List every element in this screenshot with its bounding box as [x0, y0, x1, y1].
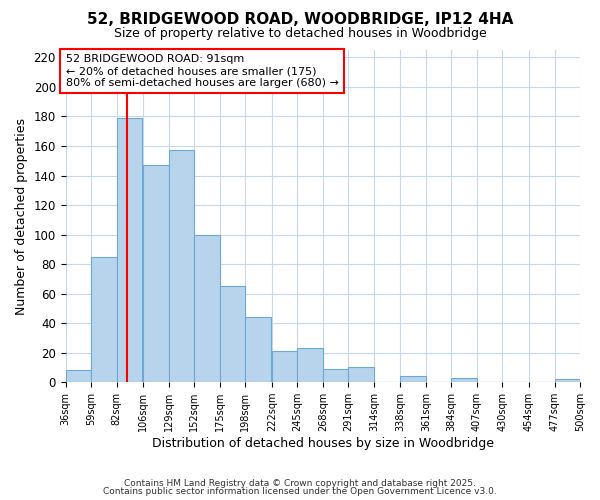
Text: Size of property relative to detached houses in Woodbridge: Size of property relative to detached ho… — [113, 28, 487, 40]
Bar — [143, 165, 169, 382]
Bar — [91, 256, 116, 382]
Bar — [451, 378, 477, 382]
Bar — [169, 150, 194, 382]
Bar — [400, 376, 426, 382]
Text: Contains public sector information licensed under the Open Government Licence v3: Contains public sector information licen… — [103, 487, 497, 496]
Bar — [272, 351, 298, 382]
Bar — [194, 234, 220, 382]
Text: 52, BRIDGEWOOD ROAD, WOODBRIDGE, IP12 4HA: 52, BRIDGEWOOD ROAD, WOODBRIDGE, IP12 4H… — [87, 12, 513, 28]
Bar — [349, 368, 374, 382]
Y-axis label: Number of detached properties: Number of detached properties — [15, 118, 28, 314]
Bar — [220, 286, 245, 382]
Bar — [323, 369, 349, 382]
Bar — [116, 118, 142, 382]
X-axis label: Distribution of detached houses by size in Woodbridge: Distribution of detached houses by size … — [152, 437, 494, 450]
Text: Contains HM Land Registry data © Crown copyright and database right 2025.: Contains HM Land Registry data © Crown c… — [124, 478, 476, 488]
Bar — [245, 318, 271, 382]
Bar — [65, 370, 91, 382]
Text: 52 BRIDGEWOOD ROAD: 91sqm
← 20% of detached houses are smaller (175)
80% of semi: 52 BRIDGEWOOD ROAD: 91sqm ← 20% of detac… — [65, 54, 338, 88]
Bar — [554, 380, 580, 382]
Bar — [298, 348, 323, 382]
